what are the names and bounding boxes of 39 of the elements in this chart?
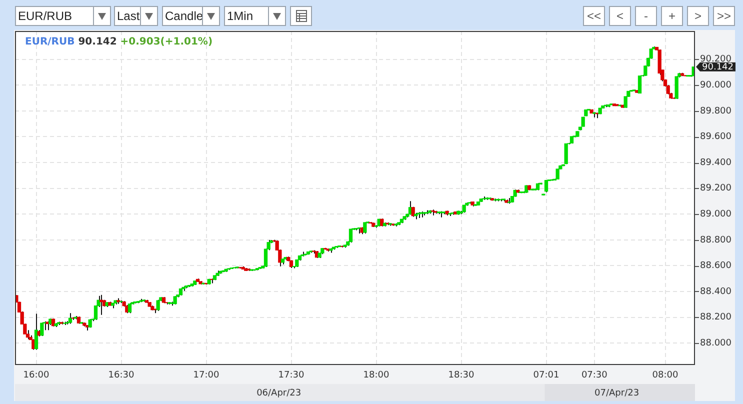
text: 07/Apr/23 (594, 388, 640, 398)
x-tick-label: 08:00 (652, 370, 678, 381)
y-tick-label: 88.800 (700, 235, 732, 246)
x-tick-label: 18:00 (363, 370, 390, 381)
candlestick (348, 228, 353, 243)
y-tick-label: 88.600 (700, 261, 732, 272)
x-tick-label: 16:00 (23, 370, 50, 381)
y-tick-label: 89.800 (700, 106, 732, 116)
y-tick-label: 88.400 (700, 286, 732, 297)
y-tick-label: 89.000 (700, 209, 732, 220)
y-tick-label: 89.200 (700, 184, 732, 194)
dropdown[interactable]: Candle (162, 6, 220, 26)
y-tick-label: 90.000 (700, 80, 732, 91)
button[interactable]: >> (713, 6, 735, 26)
button[interactable]: + (661, 6, 683, 26)
button[interactable]: > (687, 6, 709, 26)
text: EUR/RUB (25, 36, 75, 48)
button[interactable]: << (583, 6, 605, 26)
dropdown[interactable]: 1Min (224, 6, 286, 26)
y-tick-label: 89.600 (700, 132, 732, 142)
x-tick-label: 16:30 (108, 370, 134, 381)
x-tick-label: 17:00 (193, 370, 220, 381)
x-tick-label: 18:30 (448, 370, 474, 381)
x-tick-label: 07:30 (581, 370, 608, 381)
text: 90.142 (702, 62, 734, 73)
y-tick-label: 88.000 (700, 338, 732, 348)
candlestick (544, 179, 548, 193)
candlestick (34, 313, 38, 350)
button[interactable]: - (635, 6, 657, 26)
button[interactable]: < (609, 6, 631, 26)
dropdown[interactable]: Last (114, 6, 158, 26)
text: 06/Apr/23 (256, 388, 302, 398)
y-tick-label: 88.200 (700, 312, 732, 323)
x-tick-label: 07:01 (533, 370, 560, 381)
y-tick-label: 89.400 (700, 158, 732, 168)
x-tick-label: 17:30 (278, 370, 304, 381)
dropdown[interactable]: EUR/RUB (15, 6, 111, 26)
text: 90.142 +0.903(+1.01%) (78, 36, 213, 48)
button[interactable] (290, 6, 312, 26)
